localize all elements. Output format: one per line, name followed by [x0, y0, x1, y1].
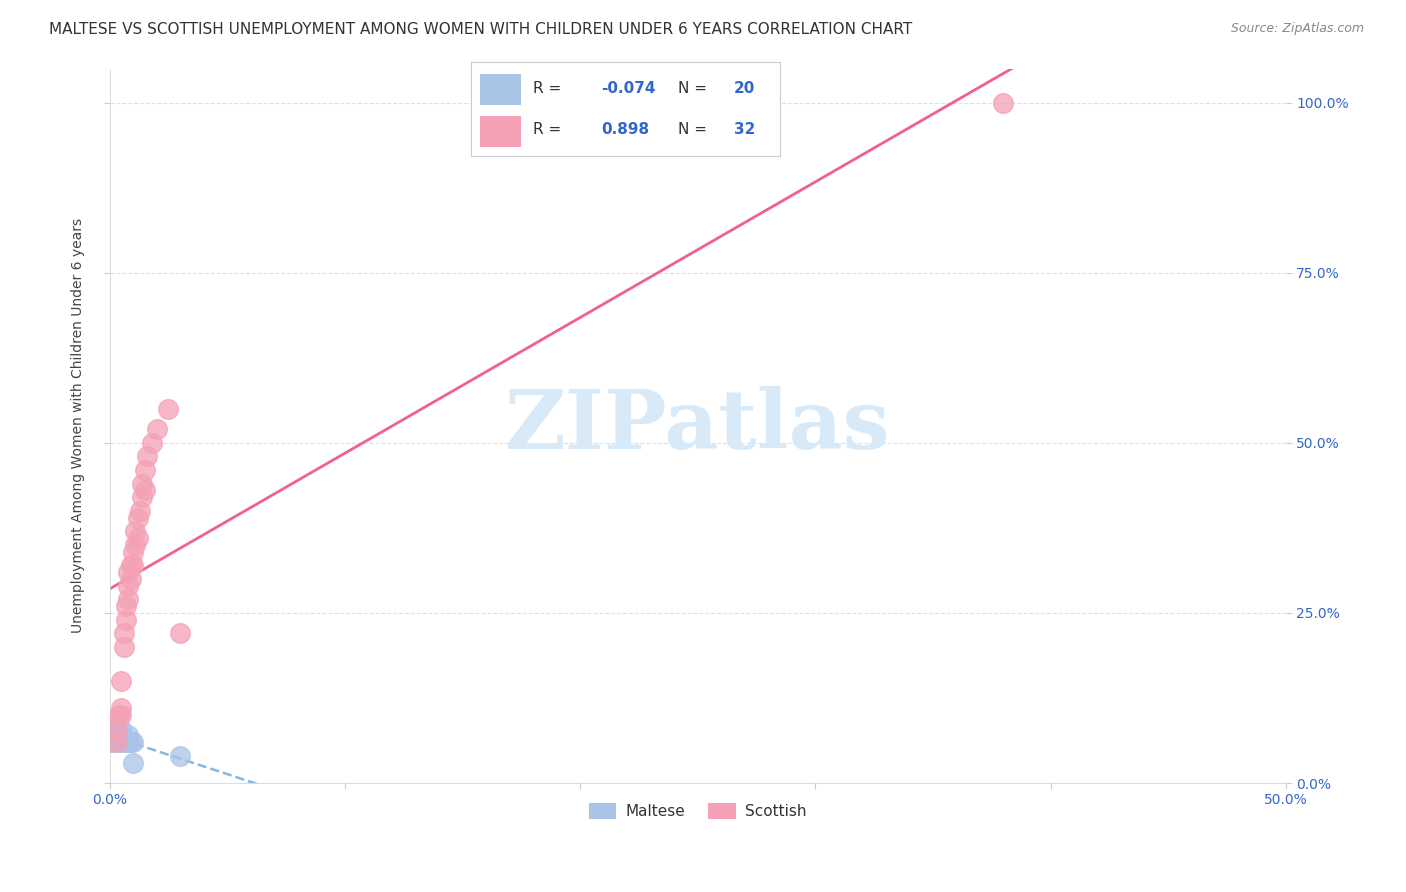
- Legend: Maltese, Scottish: Maltese, Scottish: [583, 797, 813, 825]
- Point: [134, 463, 156, 477]
- Point: [131, 476, 153, 491]
- Text: MALTESE VS SCOTTISH UNEMPLOYMENT AMONG WOMEN WITH CHILDREN UNDER 6 YEARS CORRELA: MALTESE VS SCOTTISH UNEMPLOYMENT AMONG W…: [49, 22, 912, 37]
- Point: [105, 722, 128, 736]
- Point: [110, 728, 132, 742]
- Text: R =: R =: [533, 122, 561, 137]
- Point: [131, 490, 153, 504]
- Point: [112, 626, 135, 640]
- FancyBboxPatch shape: [481, 116, 520, 147]
- Text: 32: 32: [734, 122, 755, 137]
- Point: [136, 450, 159, 464]
- Point: [134, 483, 156, 498]
- Point: [110, 722, 132, 736]
- Point: [117, 728, 139, 742]
- Point: [117, 579, 139, 593]
- Point: [122, 756, 145, 770]
- Point: [112, 640, 135, 654]
- Point: [169, 626, 191, 640]
- Point: [108, 728, 131, 742]
- Point: [122, 735, 145, 749]
- Point: [993, 95, 1015, 110]
- Point: [110, 701, 132, 715]
- Point: [120, 572, 142, 586]
- Point: [110, 673, 132, 688]
- Point: [117, 735, 139, 749]
- Point: [120, 558, 142, 573]
- Point: [108, 735, 131, 749]
- Text: -0.074: -0.074: [600, 81, 655, 96]
- Point: [145, 422, 167, 436]
- Point: [105, 735, 128, 749]
- Text: N =: N =: [678, 81, 707, 96]
- Point: [124, 538, 146, 552]
- Point: [122, 544, 145, 558]
- Point: [105, 735, 128, 749]
- Point: [122, 558, 145, 573]
- Point: [108, 708, 131, 723]
- Point: [115, 735, 138, 749]
- Point: [117, 592, 139, 607]
- Point: [157, 401, 180, 416]
- Text: 20: 20: [734, 81, 755, 96]
- Point: [127, 510, 149, 524]
- Text: N =: N =: [678, 122, 707, 137]
- Point: [120, 735, 142, 749]
- Text: ZIPatlas: ZIPatlas: [505, 385, 890, 466]
- Point: [110, 708, 132, 723]
- Text: 0.898: 0.898: [600, 122, 650, 137]
- Point: [117, 565, 139, 579]
- Point: [112, 731, 135, 746]
- Point: [141, 435, 163, 450]
- Point: [98, 735, 121, 749]
- Y-axis label: Unemployment Among Women with Children Under 6 years: Unemployment Among Women with Children U…: [72, 219, 86, 633]
- Point: [105, 722, 128, 736]
- FancyBboxPatch shape: [481, 74, 520, 104]
- Point: [129, 504, 152, 518]
- Point: [127, 531, 149, 545]
- Point: [169, 748, 191, 763]
- Text: R =: R =: [533, 81, 561, 96]
- Point: [124, 524, 146, 539]
- Point: [110, 731, 132, 746]
- Point: [115, 613, 138, 627]
- Point: [110, 735, 132, 749]
- Point: [103, 735, 125, 749]
- Text: Source: ZipAtlas.com: Source: ZipAtlas.com: [1230, 22, 1364, 36]
- Point: [115, 599, 138, 613]
- Point: [98, 722, 121, 736]
- Point: [98, 728, 121, 742]
